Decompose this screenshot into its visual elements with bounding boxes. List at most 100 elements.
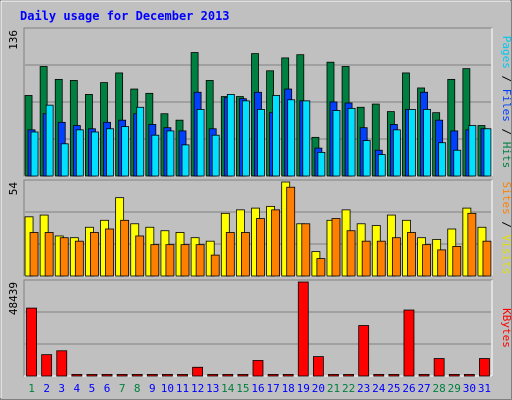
bar-kbytes-day-13 <box>207 374 219 377</box>
day-label-8: 8 <box>134 382 141 395</box>
bar-sites-day-19 <box>301 223 311 277</box>
bar-kbytes-day-23 <box>358 325 370 377</box>
legend-segment: Visits <box>500 235 512 275</box>
day-label-14: 14 <box>221 382 235 395</box>
day-label-11: 11 <box>176 382 189 395</box>
day-label-10: 10 <box>161 382 174 395</box>
panel-kbytes: 48439 KBytes <box>7 279 512 377</box>
legend-segment: Sites <box>500 182 512 215</box>
bar-pages-day-30 <box>468 125 477 177</box>
bar-pages-day-29 <box>453 149 462 177</box>
bar-pages-day-11 <box>181 144 190 177</box>
bar-kbytes-day-26 <box>403 309 415 377</box>
day-label-23: 23 <box>357 382 370 395</box>
bar-sites-day-21 <box>331 218 341 277</box>
legend-segment: KBytes <box>500 308 512 348</box>
bar-pages-day-25 <box>392 129 401 177</box>
bar-kbytes-day-6 <box>101 374 113 377</box>
day-label-31: 31 <box>478 382 491 395</box>
bar-sites-day-11 <box>180 244 190 277</box>
bar-kbytes-day-10 <box>162 374 173 377</box>
bar-sites-day-4 <box>74 240 84 277</box>
day-label-28: 28 <box>433 382 446 395</box>
day-label-26: 26 <box>402 382 415 395</box>
bar-pages-day-17 <box>272 95 280 177</box>
bar-pages-day-26 <box>408 109 416 177</box>
bar-sites-day-31 <box>482 240 492 277</box>
bar-sites-day-23 <box>361 240 371 277</box>
day-label-1: 1 <box>28 382 35 395</box>
y-max-label: 136 <box>7 30 20 50</box>
bar-sites-day-7 <box>120 219 130 277</box>
chart-panels: 136 Pages / Files / Hits 54 Sites / Visits 4… <box>7 27 512 377</box>
day-label-3: 3 <box>58 382 65 395</box>
bar-sites-day-26 <box>407 232 416 277</box>
day-labels: 1 2 3 4 5 6 7 8 9 10 11 12 13 14 15 16 17 18 19 20 21 22 23 24 2… <box>28 382 491 395</box>
legend-segment: / <box>500 122 512 142</box>
bar-pages-day-28 <box>438 142 447 177</box>
bar-sites-day-6 <box>105 228 114 277</box>
bar-kbytes-day-28 <box>433 358 445 377</box>
bar-kbytes-day-24 <box>373 374 385 377</box>
bar-pages-day-15 <box>242 100 250 177</box>
bar-sites-day-3 <box>59 237 69 277</box>
day-label-17: 17 <box>266 382 279 395</box>
day-label-6: 6 <box>104 382 111 395</box>
bar-sites-day-8 <box>135 235 145 277</box>
panel-hits-files-pages: 136 Pages / Files / Hits <box>7 27 512 177</box>
day-label-16: 16 <box>251 382 264 395</box>
day-label-30: 30 <box>463 382 476 395</box>
bar-pages-day-20 <box>317 151 326 177</box>
legend-segment: Files <box>500 89 512 122</box>
bar-kbytes-day-21 <box>328 374 339 377</box>
bar-sites-day-30 <box>467 212 477 277</box>
panel-visits-sites: 54 Sites / Visits <box>7 179 512 277</box>
bar-kbytes-day-17 <box>267 374 279 377</box>
bar-sites-day-10 <box>165 244 175 277</box>
chart-title: Daily usage for December 2013 <box>20 9 230 23</box>
day-label-5: 5 <box>89 382 96 395</box>
bar-sites-day-15 <box>241 232 250 277</box>
day-label-12: 12 <box>191 382 204 395</box>
bar-kbytes-day-19 <box>297 281 309 377</box>
bar-pages-day-5 <box>91 131 99 177</box>
day-label-24: 24 <box>372 382 386 395</box>
bar-pages-day-16 <box>257 109 265 177</box>
bar-pages-day-6 <box>106 128 114 177</box>
day-label-13: 13 <box>206 382 219 395</box>
day-label-21: 21 <box>327 382 340 395</box>
bar-kbytes-day-4 <box>71 374 83 377</box>
bar-sites-day-28 <box>437 249 447 277</box>
bar-kbytes-day-12 <box>192 366 204 377</box>
bar-pages-day-14 <box>226 94 235 177</box>
bar-sites-day-22 <box>346 230 356 277</box>
bar-pages-day-19 <box>302 100 311 177</box>
bar-pages-day-9 <box>151 134 160 177</box>
bar-pages-day-3 <box>60 143 69 177</box>
day-label-19: 19 <box>297 382 310 395</box>
legend-segment: / <box>500 69 512 89</box>
legend-label: Sites / Visits <box>500 182 512 275</box>
day-label-22: 22 <box>342 382 355 395</box>
bar-sites-day-12 <box>195 244 205 277</box>
legend-segment: / <box>500 215 512 235</box>
bar-kbytes-day-7 <box>116 374 128 377</box>
bar-kbytes-day-20 <box>312 356 324 377</box>
legend-segment: Hits <box>500 142 512 169</box>
bar-pages-day-7 <box>121 126 130 177</box>
bar-kbytes-day-2 <box>41 354 53 377</box>
day-label-27: 27 <box>417 382 430 395</box>
legend-segment: Pages <box>500 36 512 69</box>
bar-sites-day-13 <box>210 254 220 277</box>
bar-sites-day-29 <box>452 246 462 277</box>
bar-kbytes-day-30 <box>463 374 475 377</box>
bar-pages-day-1 <box>30 131 39 177</box>
bar-kbytes-day-1 <box>26 307 37 377</box>
bar-pages-day-8 <box>136 106 145 177</box>
bar-sites-day-14 <box>225 232 235 277</box>
bar-pages-day-24 <box>377 154 386 177</box>
bar-pages-day-27 <box>423 109 431 177</box>
bar-kbytes-day-29 <box>448 374 460 377</box>
bar-sites-day-1 <box>29 232 39 277</box>
bar-sites-day-27 <box>422 244 431 277</box>
